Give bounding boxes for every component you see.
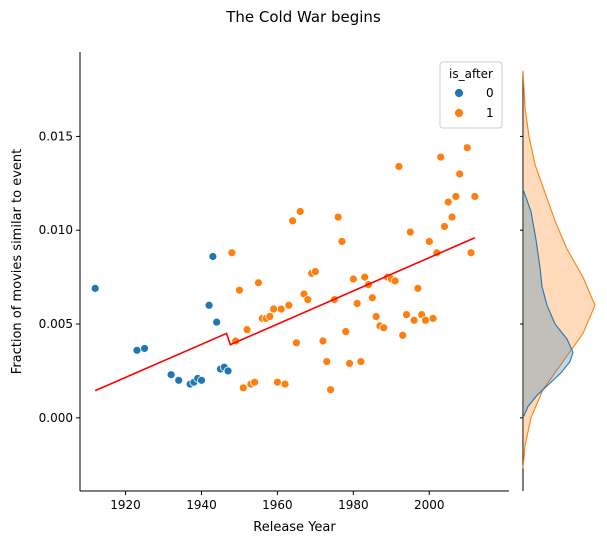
data-point-1 xyxy=(409,315,419,325)
data-point-1 xyxy=(447,212,457,222)
data-point-1 xyxy=(254,278,263,288)
y-tick-label: 0.000 xyxy=(39,411,73,425)
data-point-1 xyxy=(352,298,362,308)
data-point-1 xyxy=(345,359,354,368)
data-point-1 xyxy=(394,162,404,171)
data-point-1 xyxy=(424,237,434,246)
data-point-1 xyxy=(402,310,411,320)
data-point-1 xyxy=(333,212,343,222)
data-point-0 xyxy=(132,345,142,355)
legend-label-0: 0 xyxy=(486,86,494,100)
x-axis-label: Release Year xyxy=(253,520,336,535)
data-point-1 xyxy=(326,385,335,395)
x-tick-label: 1960 xyxy=(262,498,293,512)
data-point-1 xyxy=(405,227,415,237)
data-point-1 xyxy=(284,300,294,310)
data-point-0 xyxy=(90,283,100,293)
data-point-1 xyxy=(235,285,244,295)
data-point-1 xyxy=(250,377,260,387)
data-point-0 xyxy=(223,366,233,376)
x-tick-label: 1980 xyxy=(338,498,369,512)
data-point-1 xyxy=(269,304,279,314)
data-point-1 xyxy=(428,314,438,323)
data-point-1 xyxy=(462,143,472,153)
regression-fit-line xyxy=(94,236,476,392)
data-point-1 xyxy=(451,192,461,201)
data-point-0 xyxy=(197,375,206,385)
data-point-1 xyxy=(440,222,449,231)
data-point-1 xyxy=(318,336,328,346)
data-point-1 xyxy=(413,283,423,293)
kde-area-0 xyxy=(523,189,573,418)
legend-marker-0 xyxy=(454,88,464,98)
data-point-1 xyxy=(379,323,389,333)
main-plot-area: 1920 1940 1960 1980 2000 0.000 0.005 0.010 0.015… xyxy=(10,52,509,535)
data-point-1 xyxy=(356,357,366,366)
data-point-1 xyxy=(466,248,476,258)
legend-marker-1 xyxy=(454,108,464,118)
data-point-1 xyxy=(303,295,313,305)
data-point-1 xyxy=(367,293,377,303)
data-point-1 xyxy=(455,169,465,179)
data-point-1 xyxy=(227,248,237,258)
data-point-1 xyxy=(348,274,358,284)
x-tick-label: 1940 xyxy=(186,498,217,512)
data-point-1 xyxy=(443,197,453,207)
data-point-1 xyxy=(398,330,408,340)
legend-label-1: 1 xyxy=(486,106,494,120)
data-point-1 xyxy=(322,357,332,366)
data-point-1 xyxy=(295,207,305,216)
data-point-1 xyxy=(470,192,480,201)
data-point-0 xyxy=(208,252,218,261)
data-point-0 xyxy=(166,370,176,380)
y-tick-label: 0.015 xyxy=(39,129,73,143)
legend: is_after 0 1 xyxy=(439,61,503,129)
y-tick-label: 0.010 xyxy=(39,223,73,237)
data-point-1 xyxy=(265,312,275,321)
kde-line-1 xyxy=(522,70,596,469)
chart-title: The Cold War begins xyxy=(226,8,381,26)
x-tick-label: 2000 xyxy=(414,498,445,512)
data-point-1 xyxy=(390,276,400,286)
data-point-1 xyxy=(371,312,381,321)
data-point-0 xyxy=(204,300,214,310)
data-point-1 xyxy=(291,338,301,348)
data-point-0 xyxy=(140,344,149,353)
kde-line-0 xyxy=(522,188,574,419)
data-point-1 xyxy=(421,315,430,325)
data-point-1 xyxy=(273,377,282,387)
data-point-1 xyxy=(436,152,446,162)
data-point-1 xyxy=(310,267,320,276)
x-tick-label: 1920 xyxy=(110,498,141,512)
data-point-0 xyxy=(174,375,184,385)
y-tick-label: 0.005 xyxy=(39,317,73,331)
data-point-1 xyxy=(288,216,298,226)
data-point-1 xyxy=(280,379,290,389)
data-point-0 xyxy=(212,317,222,327)
kde-area-1 xyxy=(523,70,595,469)
data-point-1 xyxy=(276,304,286,314)
data-point-1 xyxy=(341,327,351,336)
marginal-density-plot xyxy=(520,70,596,491)
data-point-1 xyxy=(238,383,248,393)
data-point-1 xyxy=(360,272,370,282)
data-point-1 xyxy=(242,325,252,335)
data-point-1 xyxy=(337,237,347,246)
legend-title: is_after xyxy=(449,67,493,81)
y-axis-label: Fraction of movies similar to event xyxy=(10,149,25,374)
